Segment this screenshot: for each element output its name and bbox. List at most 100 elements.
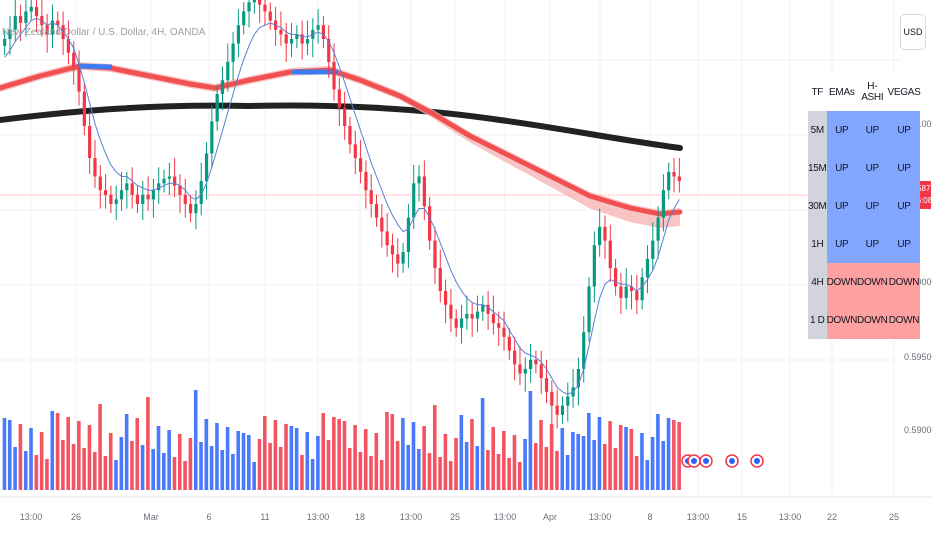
volume-bar (576, 434, 581, 490)
emas-cell: DOWN (826, 301, 857, 339)
volume-bar (209, 446, 214, 490)
volume-bar (252, 462, 256, 490)
volume-bar (640, 433, 644, 490)
candle-body (151, 190, 156, 200)
trend-row-1h: 1H UP UP UP (808, 225, 921, 263)
vegas-cell: UP (887, 149, 921, 187)
symbol-title[interactable]: New Zealand Dollar / U.S. Dollar, 4H, OA… (2, 27, 206, 38)
candle-body (619, 286, 623, 298)
economic-events[interactable] (681, 454, 764, 468)
tf-cell: 5M (808, 111, 827, 149)
volume-bar (247, 435, 251, 490)
time-tick-label: 25 (889, 512, 899, 522)
header-hashi: H-ASHI (857, 73, 888, 111)
candles (3, 0, 681, 429)
candle-body (566, 396, 570, 406)
candle-body (199, 181, 203, 204)
currency-button[interactable]: USD (900, 14, 926, 50)
candle-body (167, 176, 171, 179)
volume-bar (438, 457, 442, 490)
candle-body (146, 194, 150, 200)
volume-bar (151, 449, 156, 490)
candle-body (93, 158, 97, 177)
candle-body (550, 391, 554, 406)
emas-cell: UP (826, 149, 858, 187)
time-axis[interactable]: 13:00 26 Mar 6 11 13:00 18 13:00 25 13:00 Apr 13:00… (0, 496, 932, 522)
volume-bar (316, 436, 320, 490)
volume-bar (13, 447, 17, 490)
candle-body (125, 183, 129, 191)
volume-bar (459, 415, 464, 490)
candle-body (98, 176, 102, 191)
candle-body (576, 368, 581, 388)
volume-bar (470, 419, 474, 490)
candle-body (295, 34, 299, 39)
volume-bar (337, 419, 341, 490)
volume-bar (326, 440, 331, 490)
header-vegas: VEGAS (887, 73, 921, 111)
volume-bar (114, 460, 118, 490)
time-tick-label: 13:00 (779, 512, 802, 522)
candle-body (210, 121, 214, 154)
volume-bar (427, 453, 432, 490)
volume-bar (502, 431, 506, 490)
candle-body (497, 323, 501, 328)
volume-bar (645, 460, 650, 490)
volume-bar (618, 425, 623, 490)
emas-cell: UP (826, 111, 858, 149)
candle-body (103, 190, 108, 195)
time-tick-label: 25 (450, 512, 460, 522)
candle-body (119, 190, 124, 200)
volume-bar (204, 419, 209, 490)
volume-bar (289, 426, 294, 490)
time-tick-label: 22 (827, 512, 837, 522)
candle-body (523, 368, 527, 374)
volume-bar (215, 423, 219, 490)
candle-body (321, 25, 326, 39)
vegas-bull-segment (77, 63, 113, 70)
candle-body (130, 183, 134, 195)
volume-bar (167, 430, 171, 490)
candle-body (157, 183, 161, 191)
candle-body (465, 313, 469, 319)
candle-body (364, 171, 368, 191)
volume-bar (608, 421, 612, 490)
candle-body (173, 176, 177, 186)
candle-body (24, 11, 28, 23)
time-tick-label: Apr (543, 512, 557, 522)
volume-bar (486, 450, 490, 490)
tf-cell: 30M (808, 187, 827, 225)
candle-body (305, 38, 310, 44)
volume-bar (172, 457, 177, 490)
volume-bar (390, 414, 395, 490)
candle-body (475, 311, 480, 319)
candle-body (603, 226, 607, 241)
candle-body (613, 268, 618, 287)
tf-cell: 4H (808, 263, 827, 301)
volume-bar (34, 455, 39, 490)
volume-bar (188, 438, 193, 490)
candle-body (656, 217, 660, 241)
volume-bar (342, 421, 347, 490)
volume-bar (146, 397, 150, 490)
candle-body (279, 29, 283, 35)
candle-body (486, 304, 490, 314)
volume-bar (183, 461, 187, 490)
volume-bar (422, 426, 426, 490)
candle-body (135, 194, 140, 204)
candle-body (385, 231, 389, 246)
volume-bar (156, 426, 161, 490)
candle-body (231, 43, 235, 62)
candle-body (29, 6, 33, 12)
candle-body (374, 203, 379, 218)
candle-body (544, 378, 549, 392)
candle-body (454, 318, 458, 328)
volume-bar (310, 459, 315, 490)
candle-body (72, 52, 76, 67)
volume-bar (454, 438, 458, 490)
volume-bar (363, 429, 368, 490)
time-tick-label: 26 (71, 512, 81, 522)
trend-row-1d: 1 D DOWN DOWN DOWN (808, 301, 921, 339)
volume-bar (332, 417, 336, 490)
